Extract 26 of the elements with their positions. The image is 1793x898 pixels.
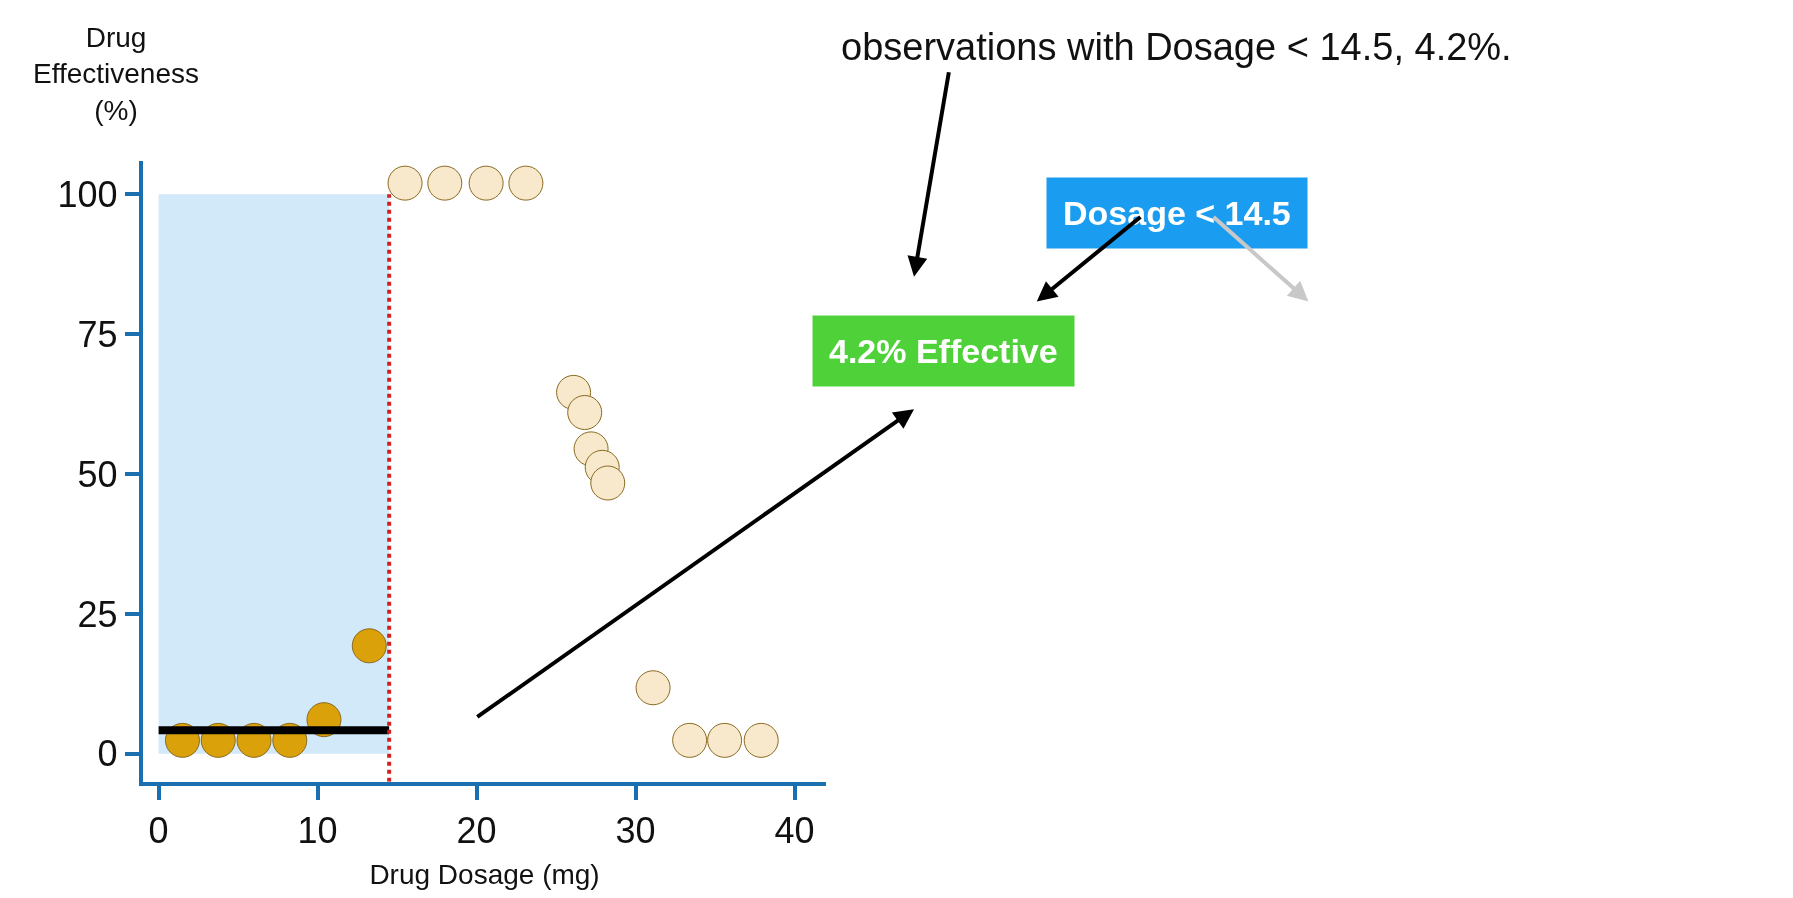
point (707, 722, 743, 758)
x-tick-label: 20 (456, 809, 497, 851)
y-tick-label: 25 (77, 593, 118, 635)
x-tick-label: 10 (297, 809, 338, 851)
point (508, 165, 544, 201)
point (672, 722, 708, 758)
point (590, 465, 626, 501)
y-tick-label: 0 (97, 733, 118, 775)
point (567, 395, 603, 430)
point (743, 722, 779, 758)
x-tick-label: 40 (774, 809, 815, 851)
y-tick-label: 75 (77, 313, 118, 355)
y-tick-label: 100 (57, 173, 118, 215)
y-tick-label: 50 (77, 453, 118, 495)
x-axis-title: Drug Dosage (mg) (369, 858, 600, 890)
point (351, 628, 387, 664)
text: observations with Dosage < 14.5, 4.2%. (841, 26, 1512, 68)
y-axis-title: Drug Effectiveness (%) (33, 22, 200, 126)
x-tick-label: 30 (615, 809, 656, 851)
point (427, 165, 463, 201)
point (635, 670, 671, 706)
x-tick-label: 0 (148, 809, 169, 851)
point (468, 165, 504, 201)
text: 4.2% Effective (829, 332, 1058, 370)
point (387, 165, 423, 201)
text: Dosage < 14.5 (1063, 194, 1291, 232)
